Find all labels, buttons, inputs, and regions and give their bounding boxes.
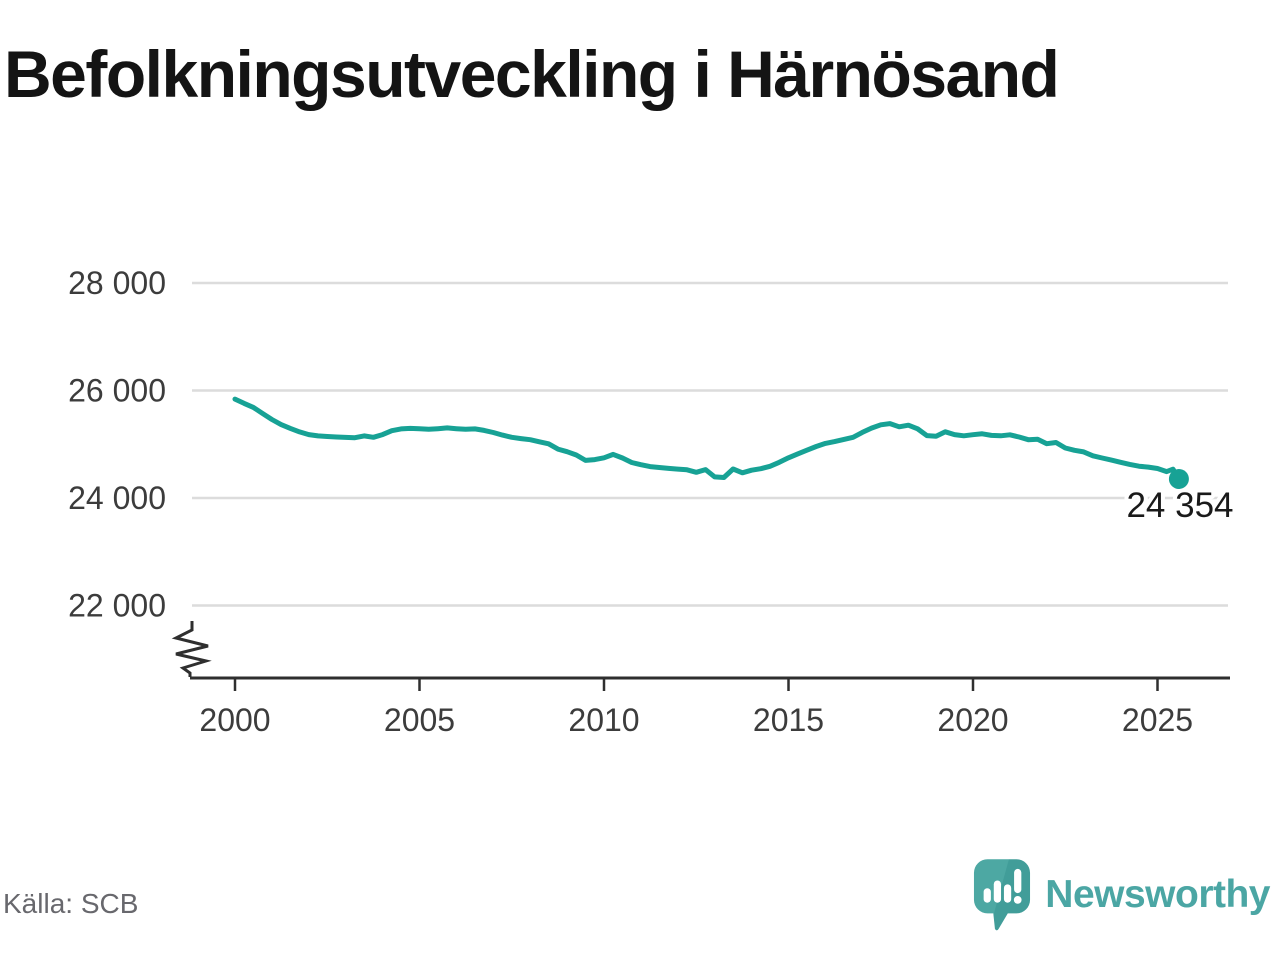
exclamation-bar bbox=[1014, 868, 1022, 894]
speech-bubble-shape bbox=[974, 859, 1031, 931]
series-endpoint-dot bbox=[1168, 468, 1189, 489]
x-axis-tick-label: 2020 bbox=[937, 702, 1008, 738]
newsworthy-wordmark: Newsworthy bbox=[1045, 873, 1270, 916]
axis-break-zigzag bbox=[171, 621, 212, 677]
endpoint-value-label: 24 354 bbox=[1126, 486, 1233, 525]
y-axis-tick-label: 26 000 bbox=[68, 373, 166, 409]
bar-chart-glyph bbox=[983, 868, 1022, 904]
source-label: Källa: SCB bbox=[3, 888, 139, 919]
page-title: Befolkningsutveckling i Härnösand bbox=[4, 37, 1060, 111]
population-series-line bbox=[232, 396, 1182, 482]
x-axis-tick-label: 2000 bbox=[199, 702, 270, 738]
x-axis-tick-label: 2025 bbox=[1122, 702, 1193, 738]
y-axis-tick-label: 28 000 bbox=[68, 265, 166, 301]
y-axis-tick-label: 22 000 bbox=[68, 588, 166, 624]
exclamation-dot bbox=[1014, 895, 1022, 904]
x-axis-tick-label: 2010 bbox=[568, 702, 639, 738]
newsworthy-logo: Newsworthy bbox=[973, 858, 1270, 932]
x-axis-tick-label: 2005 bbox=[384, 702, 455, 738]
y-axis-tick-label: 24 000 bbox=[68, 480, 166, 516]
newsworthy-speech-bubble-chart-icon bbox=[974, 859, 1031, 931]
x-axis-tick-label: 2015 bbox=[753, 702, 824, 738]
